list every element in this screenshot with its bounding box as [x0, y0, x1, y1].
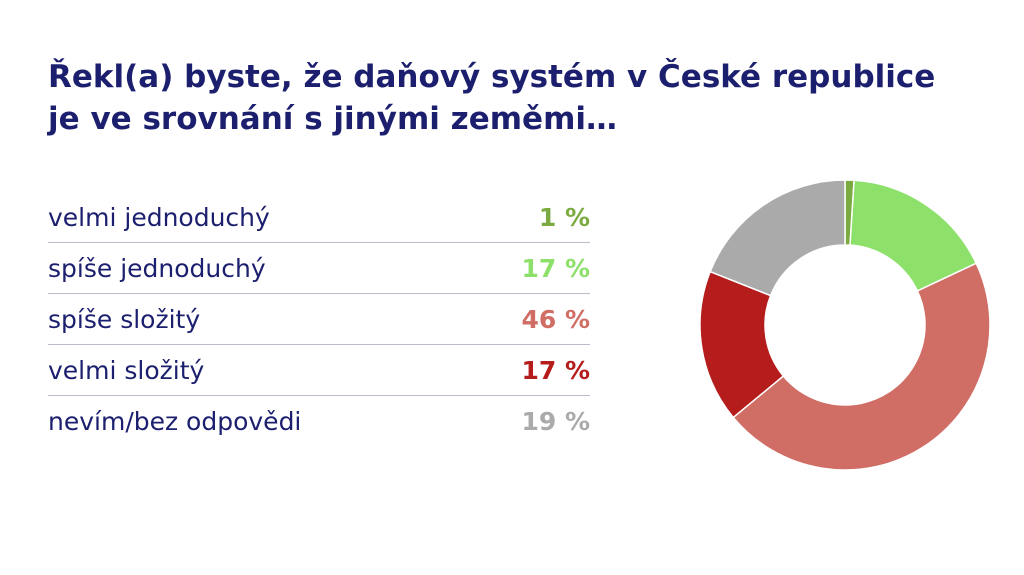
legend-value: 46 %	[521, 304, 590, 334]
title-line-1: Řekl(a) byste, že daňový systém v České …	[48, 59, 936, 95]
legend-table: velmi jednoduchý 1 % spíše jednoduchý 17…	[48, 192, 590, 446]
legend-row-nevim: nevím/bez odpovědi 19 %	[48, 396, 590, 446]
legend-row-velmi-slozity: velmi složitý 17 %	[48, 345, 590, 396]
legend-label: velmi jednoduchý	[48, 202, 270, 232]
legend-label: nevím/bez odpovědi	[48, 406, 302, 436]
legend-value: 17 %	[521, 253, 590, 283]
legend-label: velmi složitý	[48, 355, 205, 385]
chart-title: Řekl(a) byste, že daňový systém v České …	[48, 56, 988, 140]
legend-label: spíše složitý	[48, 304, 201, 334]
legend-value: 19 %	[521, 406, 590, 436]
donut-slice-4	[709, 179, 846, 297]
legend-row-spise-jednoduchy: spíše jednoduchý 17 %	[48, 243, 590, 294]
donut-chart	[699, 179, 991, 471]
donut-slice-2	[732, 262, 991, 471]
legend-label: spíše jednoduchý	[48, 253, 266, 283]
legend-row-velmi-jednoduchy: velmi jednoduchý 1 %	[48, 192, 590, 243]
legend-row-spise-slozity: spíše složitý 46 %	[48, 294, 590, 345]
legend-value: 1 %	[538, 202, 590, 232]
legend-value: 17 %	[521, 355, 590, 385]
title-line-2: je ve srovnání s jinými zeměmi…	[48, 101, 618, 137]
